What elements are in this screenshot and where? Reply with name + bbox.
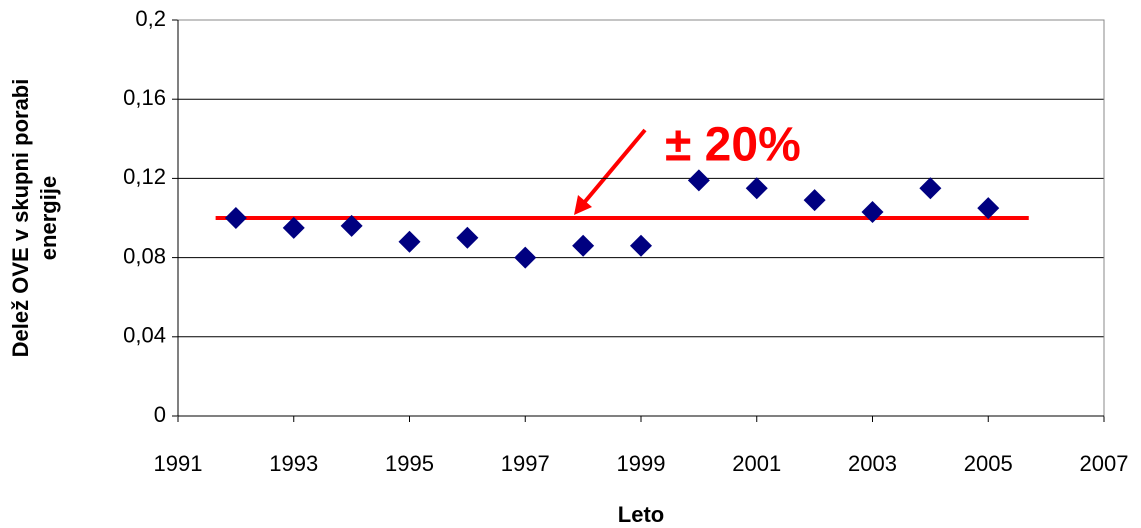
data-point [977, 197, 1000, 220]
arrow-head [574, 195, 592, 215]
x-tick-label: 2005 [964, 451, 1013, 476]
y-tick-label: 0,16 [123, 85, 166, 110]
x-tick-label: 1995 [385, 451, 434, 476]
x-tick-label: 2003 [848, 451, 897, 476]
data-point [340, 214, 363, 237]
y-tick-label: 0,2 [135, 6, 166, 31]
data-point [398, 230, 421, 253]
data-point [456, 226, 479, 249]
y-tick-label: 0,04 [123, 323, 166, 348]
y-tick-label: 0,08 [123, 243, 166, 268]
x-tick-label: 1991 [154, 451, 203, 476]
x-tick-label: 2001 [732, 451, 781, 476]
y-tick-label: 0,12 [123, 164, 166, 189]
data-point [282, 216, 305, 239]
x-tick-label: 1999 [617, 451, 666, 476]
x-axis-title: Leto [618, 502, 664, 527]
data-point [919, 177, 942, 200]
arrow-shaft [581, 128, 647, 206]
data-point [514, 246, 537, 269]
data-point [630, 234, 652, 257]
annotation: ± 20% [665, 119, 801, 172]
y-axis-title: energije [36, 176, 61, 260]
data-point [572, 234, 595, 257]
data-point [224, 207, 247, 229]
x-tick-label: 1993 [269, 451, 318, 476]
data-point [861, 201, 884, 224]
data-point [745, 177, 768, 200]
data-point [803, 189, 826, 212]
x-tick-label: 2007 [1080, 451, 1129, 476]
data-point [687, 169, 710, 192]
y-tick-label: 0 [154, 402, 166, 427]
x-tick-label: 1997 [501, 451, 550, 476]
y-axis-title: Delež OVE v skupni porabi [8, 79, 33, 358]
